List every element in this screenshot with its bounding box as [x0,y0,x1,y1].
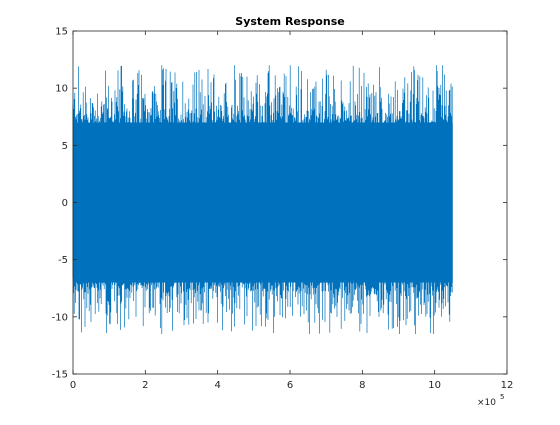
signal-layer [72,65,453,334]
y-tick-label: 5 [62,141,68,152]
x-tick-label: 4 [214,380,220,391]
y-tick-label: 15 [55,27,68,38]
x-tick-label: 6 [287,380,293,391]
y-tick-label: -5 [58,255,68,266]
x-tick-label: 12 [501,380,514,391]
tick-layer: 0 2 4 6 8 10 12 15 10 5 0 -5 -10 -15 [52,27,514,392]
x-tick-label: 0 [70,380,76,391]
x-multiplier-exponent: 5 [500,393,504,401]
x-multiplier-label: ×10 [477,398,496,408]
chart-title: System Response [235,15,344,28]
y-tick-label: -10 [52,312,68,323]
x-tick-label: 2 [142,380,148,391]
y-tick-label: -15 [52,370,68,381]
y-tick-label: 0 [62,198,68,209]
x-tick-label: 8 [359,380,365,391]
x-tick-label: 10 [428,380,441,391]
y-tick-label: 10 [55,84,68,95]
